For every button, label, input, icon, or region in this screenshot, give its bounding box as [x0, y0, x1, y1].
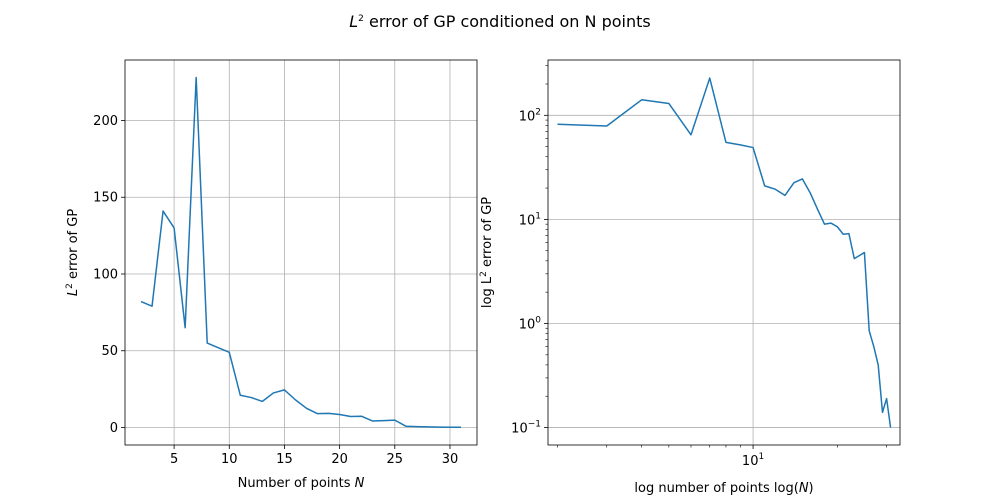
- x-tick-label: 101: [742, 452, 764, 469]
- y-axis-label-sup: 2: [479, 271, 489, 277]
- tick-exp: 1: [535, 211, 541, 221]
- x-tick-label: 20: [331, 452, 348, 467]
- x-tick-label: 25: [387, 452, 404, 467]
- y-axis-label-prefix: L: [66, 289, 81, 296]
- x-tick-label: 10: [221, 452, 238, 467]
- x-tick-label: 5: [170, 452, 178, 467]
- y-tick-label: 101: [519, 211, 541, 228]
- y-tick-label: 150: [93, 191, 118, 206]
- y-axis-label-rest: error of GP: [480, 197, 495, 271]
- y-axis-label-rest: error of GP: [66, 209, 81, 283]
- y-tick-label: 200: [93, 114, 118, 129]
- chart-left: 5 10 15 20 25 30 0 50 100 150 200 Number of points …: [65, 59, 478, 491]
- x-axis-label-end: ): [809, 481, 814, 496]
- x-axis-label-var: N: [799, 481, 809, 496]
- series-line: [140, 76, 462, 429]
- y-tick-label: 50: [101, 344, 118, 359]
- tick-exp: 0: [535, 315, 541, 325]
- tick-exp: 1: [758, 452, 764, 462]
- y-tick-label: 102: [519, 107, 541, 124]
- x-tick-label: 30: [442, 452, 459, 467]
- x-axis-label-var: N: [355, 476, 365, 491]
- y-tick-label: 0: [110, 421, 118, 436]
- y-axis-label-prefix: log L: [480, 276, 495, 308]
- x-axis-label: log number of points log(N): [634, 481, 813, 496]
- x-axis-label-text: Number of points: [238, 476, 355, 491]
- tick-base: 10: [742, 454, 759, 469]
- y-axis-label-sup: 2: [65, 283, 75, 289]
- tick-base: 10: [519, 213, 536, 228]
- tick-base: 10: [511, 422, 528, 437]
- x-tick-label: 15: [276, 452, 293, 467]
- y-tick-label: 10−1: [511, 420, 541, 437]
- y-axis-label: log L2 error of GP: [479, 197, 495, 308]
- series-line: [557, 77, 892, 428]
- tick-base: 10: [519, 109, 536, 124]
- axes-frame: [547, 59, 901, 446]
- figure-title: L2 error of GP conditioned on N points: [349, 12, 650, 31]
- x-axis-label: Number of points N: [238, 476, 365, 491]
- y-tick-label: 100: [519, 315, 542, 332]
- y-tick-label: 100: [93, 267, 118, 282]
- y-axis-label: L2 error of GP: [65, 209, 81, 296]
- x-axis-label-text: log number of points log(: [634, 481, 798, 496]
- tick-exp: −1: [528, 420, 541, 430]
- tick-exp: 2: [535, 107, 541, 117]
- axes-frame: [124, 59, 478, 446]
- tick-base: 10: [519, 317, 536, 332]
